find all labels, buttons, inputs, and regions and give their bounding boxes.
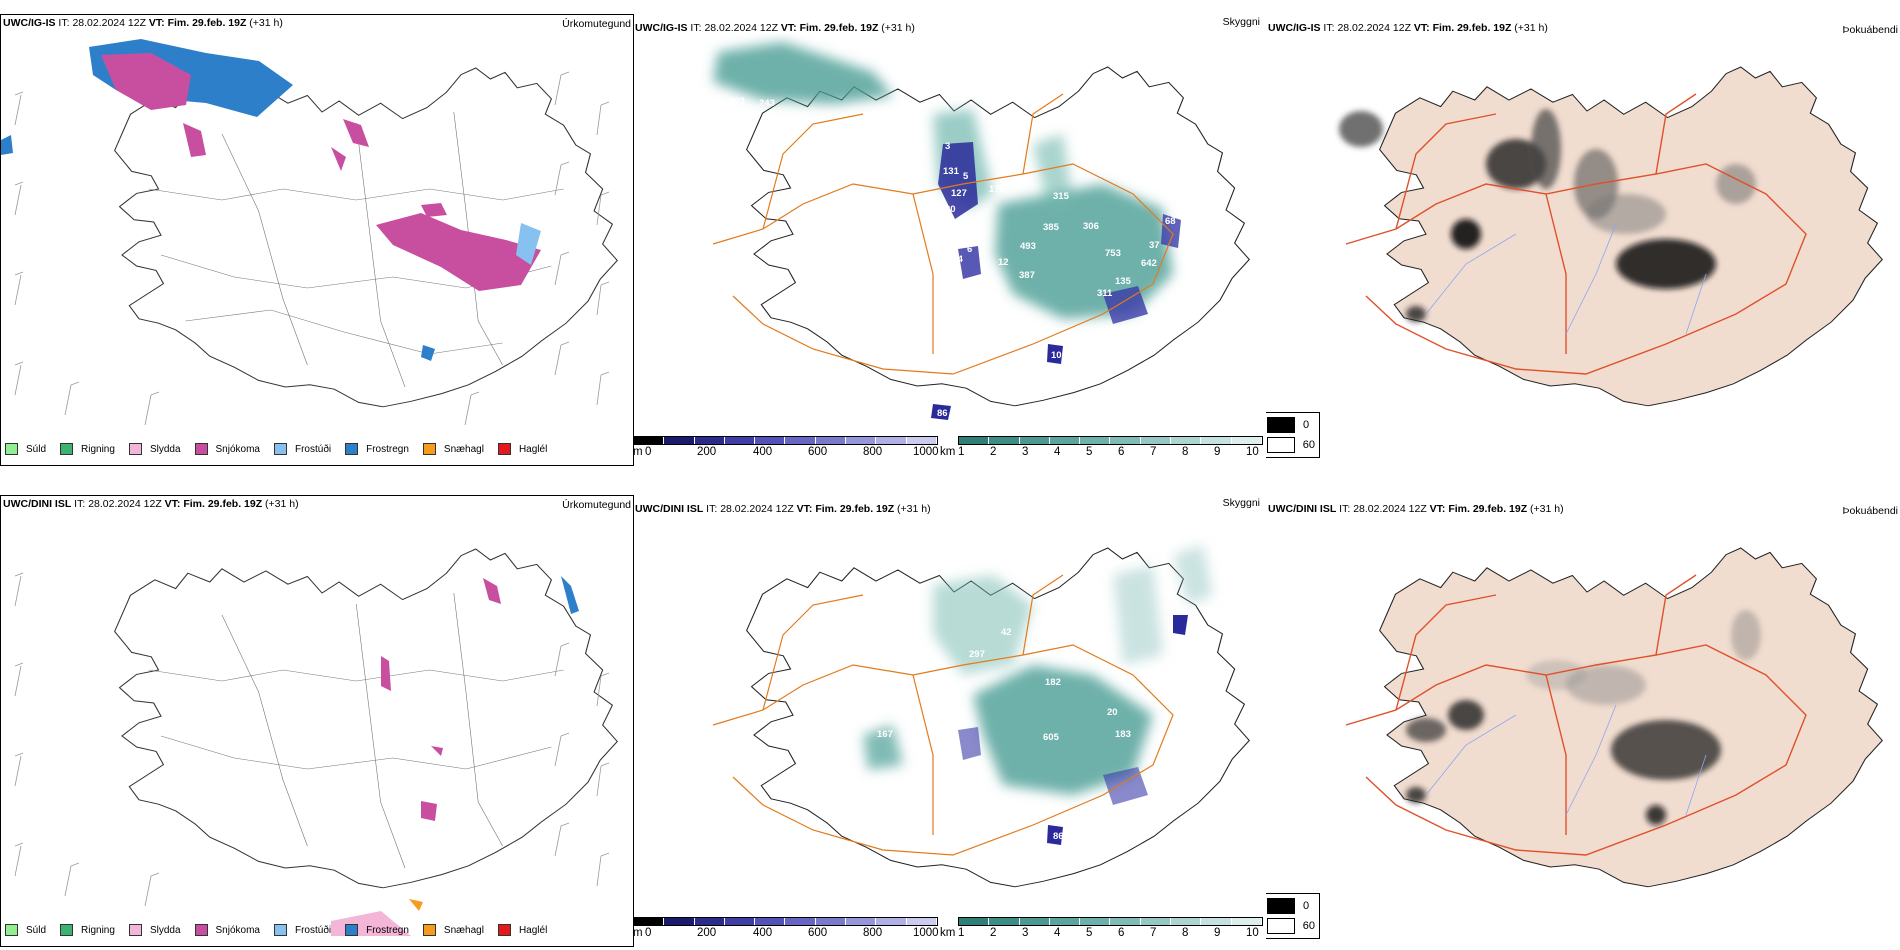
roads <box>712 93 1174 375</box>
legend-item: Slydda <box>128 924 181 936</box>
fog-index <box>1406 610 1761 825</box>
legend-item: Frostúði <box>273 443 331 455</box>
svg-text:605: 605 <box>1043 732 1060 743</box>
svg-text:240: 240 <box>947 707 963 718</box>
wind-barbs <box>14 572 610 907</box>
snow-area <box>1 39 541 361</box>
svg-text:10: 10 <box>1051 350 1062 361</box>
svg-text:642: 642 <box>1141 258 1157 269</box>
visibility-labels: 42 297 182 240 174 167 605 20 183 86 <box>877 627 1131 842</box>
svg-text:20: 20 <box>1107 707 1118 718</box>
visibility-panel-bottom: UWC/DINI ISL IT: 28.02.2024 12Z VT: Fim.… <box>633 495 1265 945</box>
height-colorbar: m 0 200 400 600 800 1000 <box>633 436 939 459</box>
rivers <box>1425 704 1707 816</box>
legend-item: Frostúði <box>273 924 331 936</box>
roads <box>1345 574 1807 856</box>
low-visibility-patches <box>958 615 1188 845</box>
svg-text:174: 174 <box>891 707 908 718</box>
svg-text:385: 385 <box>1043 222 1060 233</box>
svg-text:243: 243 <box>759 98 775 109</box>
fog-panel-top: UWC/IG-IS IT: 28.02.2024 12Z VT: Fim. 29… <box>1266 14 1900 464</box>
legend-item: Snæhagl <box>422 443 484 455</box>
panel-type-label: Þokuábendi <box>1842 24 1898 36</box>
fog-map <box>1345 547 1883 888</box>
panel-type-label: Skyggni <box>1222 497 1260 509</box>
svg-text:182: 182 <box>1045 677 1061 688</box>
legend-item: Súld <box>5 924 46 936</box>
visibility-fields <box>863 545 1213 795</box>
fog-legend: 0 60 <box>1266 412 1320 458</box>
panel-header: UWC/IG-IS IT: 28.02.2024 12Z VT: Fim. 29… <box>635 22 915 34</box>
wind-barbs <box>14 71 610 426</box>
svg-text:297: 297 <box>969 649 985 660</box>
legend-item: Frostregn <box>345 924 409 936</box>
svg-text:5: 5 <box>963 171 969 182</box>
panel-type-label: Úrkomutegund <box>562 499 631 511</box>
legend-item: Rigning <box>60 443 115 455</box>
precip-type-map <box>1 39 618 426</box>
svg-text:753: 753 <box>1105 248 1121 259</box>
svg-text:131: 131 <box>943 166 960 177</box>
precip-legend: Súld Rigning Slydda Snjókoma Frostúði Fr… <box>5 924 561 936</box>
panel-type-label: Skyggni <box>1222 16 1260 28</box>
legend-item: Slydda <box>128 443 181 455</box>
fog-legend: 0 60 <box>1266 893 1320 939</box>
height-colorbar: m 0 200 400 600 800 1000 <box>633 917 939 940</box>
panel-header: UWC/DINI ISL IT: 28.02.2024 12Z VT: Fim.… <box>3 498 299 510</box>
svg-text:164: 164 <box>947 254 964 265</box>
fog-map <box>1339 66 1883 407</box>
panel-type-label: Þokuábendi <box>1842 505 1898 517</box>
legend-item: Snjókoma <box>194 443 260 455</box>
svg-text:12: 12 <box>998 257 1009 268</box>
svg-text:3: 3 <box>945 141 950 152</box>
visibility-colorbar: km 1 2 3 4 5 6 7 8 9 10 <box>940 917 1263 940</box>
panel-header: UWC/IG-IS IT: 28.02.2024 12Z VT: Fim. 29… <box>3 17 283 29</box>
legend-item: Haglél <box>497 924 547 936</box>
svg-text:68: 68 <box>1165 216 1176 227</box>
svg-text:86: 86 <box>1053 831 1064 842</box>
svg-text:183: 183 <box>1115 729 1131 740</box>
svg-text:315: 315 <box>1053 191 1070 202</box>
precip-type-map <box>14 548 618 936</box>
svg-text:203: 203 <box>729 96 745 107</box>
panel-type-label: Úrkomutegund <box>562 18 631 30</box>
panel-header: UWC/DINI ISL IT: 28.02.2024 12Z VT: Fim.… <box>1268 503 1564 515</box>
svg-text:387: 387 <box>1019 270 1035 281</box>
svg-text:6: 6 <box>967 244 972 255</box>
svg-text:86: 86 <box>937 408 948 419</box>
visibility-colorbar: km 1 2 3 4 5 6 7 8 9 10 <box>940 436 1263 459</box>
visibility-map: 42 297 182 240 174 167 605 20 183 86 <box>712 545 1250 888</box>
svg-text:493: 493 <box>1020 241 1036 252</box>
svg-text:135: 135 <box>1115 276 1132 287</box>
rivers <box>1425 223 1707 335</box>
svg-text:170: 170 <box>989 184 1005 195</box>
svg-text:167: 167 <box>877 729 893 740</box>
visibility-panel-top: UWC/IG-IS IT: 28.02.2024 12Z VT: Fim. 29… <box>633 14 1265 464</box>
legend-item: Haglél <box>497 443 547 455</box>
legend-item: Frostregn <box>345 443 409 455</box>
legend-item: Snjókoma <box>194 924 260 936</box>
precip-type-panel-top: UWC/IG-IS IT: 28.02.2024 12Z VT: Fim. 29… <box>0 14 634 466</box>
roads <box>1345 93 1807 375</box>
roads <box>712 574 1174 856</box>
legend-item: Súld <box>5 443 46 455</box>
svg-text:311: 311 <box>1097 288 1113 299</box>
svg-text:20: 20 <box>945 204 956 215</box>
legend-item: Snæhagl <box>422 924 484 936</box>
panel-header: UWC/DINI ISL IT: 28.02.2024 12Z VT: Fim.… <box>635 503 931 515</box>
fog-index <box>1339 109 1756 322</box>
fog-panel-bottom: UWC/DINI ISL IT: 28.02.2024 12Z VT: Fim.… <box>1266 495 1900 945</box>
low-visibility-patches <box>931 142 1181 420</box>
precip-type-panel-bottom: UWC/DINI ISL IT: 28.02.2024 12Z VT: Fim.… <box>0 495 634 947</box>
legend-item: Rigning <box>60 924 115 936</box>
svg-text:306: 306 <box>1083 221 1099 232</box>
svg-text:42: 42 <box>1001 627 1012 638</box>
panel-header: UWC/IG-IS IT: 28.02.2024 12Z VT: Fim. 29… <box>1268 22 1548 34</box>
svg-text:127: 127 <box>951 188 967 199</box>
svg-text:37: 37 <box>1149 240 1160 251</box>
precip-legend: Súld Rigning Slydda Snjókoma Frostúði Fr… <box>5 443 561 455</box>
